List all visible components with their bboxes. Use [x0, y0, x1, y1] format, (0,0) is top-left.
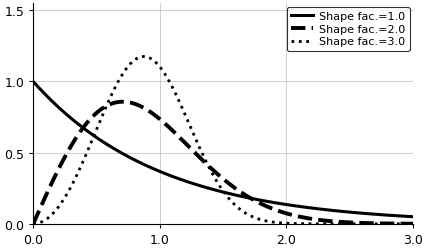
Line: Shape fac.=2.0: Shape fac.=2.0 — [33, 102, 412, 224]
Line: Shape fac.=1.0: Shape fac.=1.0 — [33, 82, 412, 217]
Shape fac.=1.0 — [329, 209, 334, 212]
Shape fac.=1.0 — [205, 187, 210, 190]
Shape fac.=3.0 — [141, 56, 146, 59]
Shape fac.=1.0 — [409, 215, 414, 218]
Shape fac.=1.0 — [398, 215, 403, 218]
Shape fac.=1.0 — [215, 190, 220, 192]
Shape fac.=2.0 — [120, 101, 125, 104]
Shape fac.=1.0 — [50, 101, 55, 104]
Shape fac.=1.0 — [31, 81, 36, 84]
Shape fac.=3.0 — [329, 222, 334, 226]
Shape fac.=3.0 — [398, 222, 403, 226]
Shape fac.=2.0 — [409, 222, 414, 225]
Shape fac.=3.0 — [399, 222, 404, 226]
Shape fac.=3.0 — [215, 182, 220, 185]
Shape fac.=3.0 — [31, 222, 36, 226]
Shape fac.=2.0 — [215, 173, 220, 176]
Legend: Shape fac.=1.0, Shape fac.=2.0, Shape fac.=3.0: Shape fac.=1.0, Shape fac.=2.0, Shape fa… — [286, 8, 409, 52]
Shape fac.=3.0 — [409, 222, 414, 226]
Shape fac.=2.0 — [398, 222, 403, 225]
Shape fac.=1.0 — [398, 215, 403, 218]
Shape fac.=2.0 — [329, 220, 334, 223]
Shape fac.=2.0 — [31, 222, 36, 226]
Shape fac.=2.0 — [50, 180, 55, 183]
Shape fac.=2.0 — [399, 222, 404, 225]
Shape fac.=2.0 — [205, 164, 210, 167]
Shape fac.=3.0 — [205, 164, 210, 167]
Shape fac.=3.0 — [50, 212, 55, 216]
Line: Shape fac.=3.0: Shape fac.=3.0 — [33, 57, 412, 224]
